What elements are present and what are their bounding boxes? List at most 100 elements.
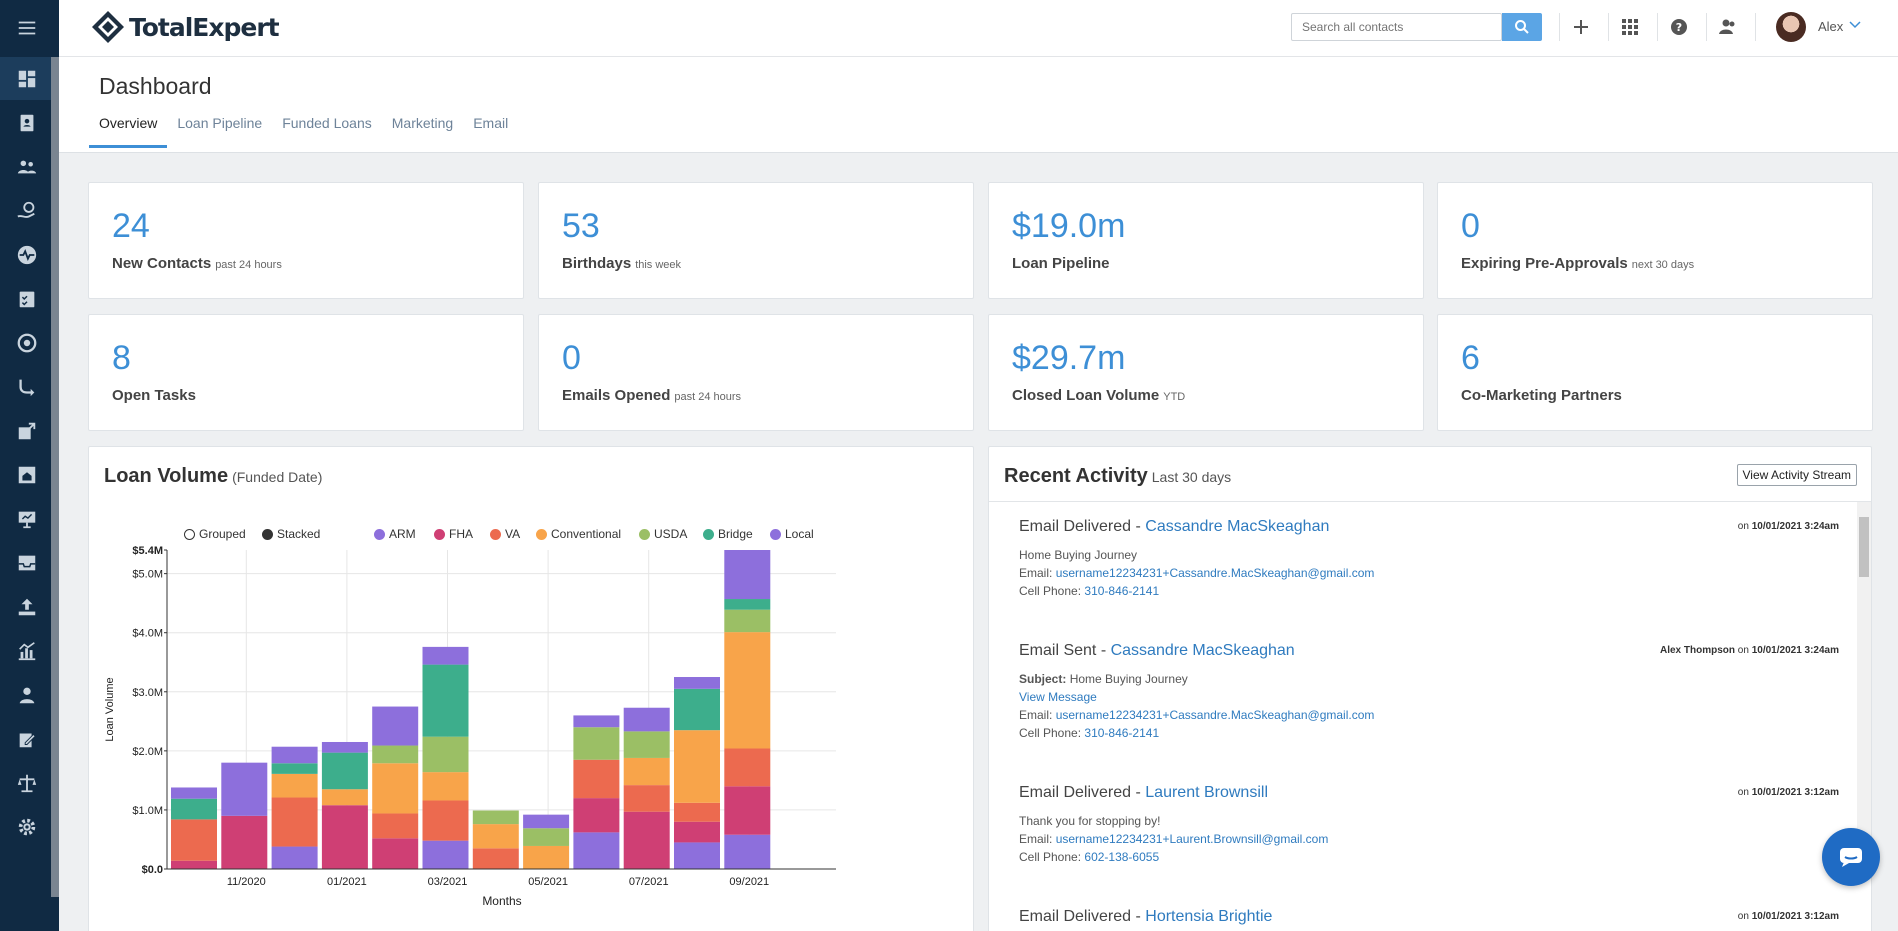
mode-stacked-radio[interactable]: Stacked: [262, 527, 320, 541]
stat-value: 24: [112, 207, 150, 245]
email-link[interactable]: username12234231+Cassandre.MacSkeaghan@g…: [1055, 566, 1375, 580]
chart-bar-segment: [271, 746, 318, 764]
contacts-book-icon[interactable]: [15, 111, 39, 135]
stat-card-closed-loan-volume[interactable]: $29.7m Closed Loan Volume YTD: [988, 314, 1424, 431]
legend-va[interactable]: VA: [490, 527, 520, 541]
user-avatar[interactable]: [1776, 12, 1806, 42]
legend-bridge[interactable]: Bridge: [703, 527, 753, 541]
tab-marketing[interactable]: Marketing: [391, 115, 454, 131]
contact-link[interactable]: Hortensia Brightie: [1145, 908, 1273, 925]
legend-conventional[interactable]: Conventional: [536, 527, 621, 541]
brand-logo[interactable]: TotalExpert: [91, 10, 280, 44]
phone-link[interactable]: 310-846-2141: [1084, 726, 1160, 740]
chart-bar-segment: [422, 800, 469, 841]
target-icon[interactable]: [15, 331, 39, 355]
chart-bar-segment: [171, 787, 217, 799]
activity-email: Email: username12234231+Laurent.Brownsil…: [1019, 832, 1329, 846]
view-activity-stream-button[interactable]: View Activity Stream: [1736, 464, 1857, 486]
y-tick-label: $2.0M: [132, 746, 163, 758]
chart-bar-segment: [724, 550, 771, 600]
user-profile-icon[interactable]: [15, 683, 39, 707]
svg-text:?: ?: [1676, 21, 1682, 34]
chart-bar-segment: [674, 802, 720, 822]
groups-icon[interactable]: [15, 155, 39, 179]
reports-chart-icon[interactable]: [15, 639, 39, 663]
chart-bar-segment: [171, 798, 217, 820]
chart-bar-segment: [573, 832, 620, 869]
sidebar-scrollbar[interactable]: [51, 57, 59, 897]
stat-card-expiring-pre-approvals[interactable]: 0 Expiring Pre-Approvals next 30 days: [1437, 182, 1873, 299]
presentation-icon[interactable]: [15, 507, 39, 531]
stat-card-open-tasks[interactable]: 8 Open Tasks: [88, 314, 524, 431]
journey-route-icon[interactable]: [15, 375, 39, 399]
stat-card-co-marketing-partners[interactable]: 6 Co-Marketing Partners: [1437, 314, 1873, 431]
share-export-icon[interactable]: [15, 419, 39, 443]
phone-link[interactable]: 602-138-6055: [1084, 850, 1160, 864]
contact-link[interactable]: Cassandre MacSkeaghan: [1110, 642, 1295, 659]
dashboard-icon[interactable]: [15, 67, 39, 91]
contact-link[interactable]: Cassandre MacSkeaghan: [1145, 518, 1330, 535]
chart-bar-segment: [623, 811, 670, 869]
chart-bar-segment: [221, 815, 268, 869]
home-listing-icon[interactable]: [15, 463, 39, 487]
y-tick-label: $4.0M: [132, 628, 163, 640]
tasks-checklist-icon[interactable]: [15, 287, 39, 311]
help-question-icon[interactable]: ?: [1667, 15, 1691, 39]
recent-activity-title: Recent Activity Last 30 days: [1004, 465, 1232, 487]
legend-local[interactable]: Local: [770, 527, 814, 541]
chart-bar-segment: [372, 763, 419, 814]
view-message-link[interactable]: View Message: [1019, 690, 1097, 704]
email-link[interactable]: username12234231+Laurent.Brownsill@gmail…: [1055, 832, 1329, 846]
email-link[interactable]: username12234231+Cassandre.MacSkeaghan@g…: [1055, 708, 1375, 722]
y-axis-label: Loan Volume: [104, 677, 116, 741]
legend-fha[interactable]: FHA: [434, 527, 473, 541]
activity-item: Email Delivered - Cassandre MacSkeaghan …: [1019, 518, 1839, 600]
mode-grouped-radio[interactable]: Grouped: [184, 527, 246, 541]
stat-card-loan-pipeline[interactable]: $19.0m Loan Pipeline: [988, 182, 1424, 299]
activity-item: Email Delivered - Laurent Brownsill on 1…: [1019, 784, 1839, 866]
x-tick-label: 05/2021: [528, 876, 568, 888]
loan-money-icon[interactable]: [15, 199, 39, 223]
chevron-down-icon[interactable]: [1849, 20, 1861, 30]
partners-people-icon[interactable]: [1716, 15, 1740, 39]
legend-arm[interactable]: ARM: [374, 527, 416, 541]
search-icon: [1515, 20, 1529, 34]
upload-icon[interactable]: [15, 595, 39, 619]
toolbar-divider: [1755, 13, 1756, 41]
chat-bubble-icon: [1840, 848, 1862, 867]
sidebar-nav: [0, 0, 59, 931]
legend-usda[interactable]: USDA: [639, 527, 687, 541]
tab-email[interactable]: Email: [473, 115, 509, 131]
top-bar: TotalExpert ? Alex: [59, 0, 1898, 57]
search-button[interactable]: [1502, 13, 1542, 41]
tab-overview[interactable]: Overview: [89, 115, 168, 148]
compliance-scale-icon[interactable]: [15, 771, 39, 795]
stat-card-emails-opened[interactable]: 0 Emails Opened past 24 hours: [538, 314, 974, 431]
stat-card-new-contacts[interactable]: 24 New Contacts past 24 hours: [88, 182, 524, 299]
contact-link[interactable]: Laurent Brownsill: [1145, 784, 1268, 801]
add-plus-icon[interactable]: [1569, 15, 1593, 39]
settings-gear-icon[interactable]: [15, 815, 39, 839]
stat-label: New Contacts past 24 hours: [112, 255, 282, 272]
inbox-tray-icon[interactable]: [15, 551, 39, 575]
chat-support-button[interactable]: [1822, 828, 1880, 886]
tab-funded-loans[interactable]: Funded Loans: [282, 115, 372, 131]
chart-bar-segment: [523, 828, 570, 846]
activity-pulse-icon[interactable]: [15, 243, 39, 267]
search-input[interactable]: [1291, 13, 1502, 41]
apps-grid-icon[interactable]: [1618, 15, 1642, 39]
stat-value: 6: [1461, 339, 1480, 377]
edit-document-icon[interactable]: [15, 727, 39, 751]
phone-link[interactable]: 310-846-2141: [1084, 584, 1160, 598]
tab-loan-pipeline[interactable]: Loan Pipeline: [177, 115, 263, 131]
activity-meta: on 10/01/2021 3:12am: [1737, 911, 1839, 922]
stat-card-birthdays[interactable]: 53 Birthdays this week: [538, 182, 974, 299]
activity-title: Email Sent - Cassandre MacSkeaghan: [1019, 642, 1295, 659]
chart-bar-segment: [623, 707, 670, 732]
scrollbar-thumb[interactable]: [1859, 517, 1869, 577]
hamburger-menu-icon[interactable]: [15, 16, 39, 40]
activity-scrollbar[interactable]: [1857, 502, 1871, 878]
toolbar-divider: [1559, 13, 1560, 41]
user-name[interactable]: Alex: [1818, 19, 1844, 34]
stat-value: 8: [112, 339, 131, 377]
